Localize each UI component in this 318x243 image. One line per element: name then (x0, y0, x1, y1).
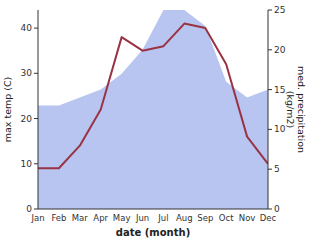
x-tick-label: Dec (260, 213, 277, 223)
y-tick (34, 118, 38, 119)
y2-tick (268, 49, 272, 50)
y-tick-label: 20 (21, 114, 33, 124)
x-tick-label: Nov (239, 213, 256, 223)
x-tick-label: May (113, 213, 131, 223)
y2-axis-label: med. precipitation(kg/m2) (285, 66, 307, 153)
y2-tick-label: 5 (274, 164, 280, 174)
y-axis-label: max temp (C) (2, 77, 13, 143)
x-tick-label: Oct (219, 213, 234, 223)
x-tick-label: Apr (93, 213, 108, 223)
y2-axis-label-line: (kg/m2) (285, 91, 296, 128)
x-axis-label: date (month) (116, 227, 190, 238)
y2-axis-line (268, 10, 269, 209)
x-tick-label: Sep (197, 213, 213, 223)
x-tick-label: Jan (30, 213, 44, 223)
y2-tick-label: 20 (274, 45, 286, 55)
y-axis-line (38, 10, 39, 209)
y-tick-label: 10 (21, 159, 33, 169)
x-axis-line (38, 209, 268, 210)
chart-svg: 0102030400510152025JanFebMarAprMayJunJul… (0, 0, 318, 243)
y-tick (34, 209, 38, 210)
precip-area (38, 10, 268, 209)
y-tick (34, 73, 38, 74)
x-tick-label: Feb (51, 213, 66, 223)
y2-tick-label: 10 (274, 124, 286, 134)
y-tick (34, 163, 38, 164)
x-tick-label: Jun (135, 213, 149, 223)
y-tick-label: 30 (21, 68, 33, 78)
y2-tick (268, 10, 272, 11)
y2-tick (268, 129, 272, 130)
x-tick-label: Mar (72, 213, 89, 223)
y2-tick (268, 169, 272, 170)
y2-tick-label: 15 (274, 85, 285, 95)
x-tick-label: Jul (157, 213, 168, 223)
y2-tick (268, 209, 272, 210)
y2-tick-label: 25 (274, 5, 285, 15)
plot-area (38, 10, 268, 209)
y2-tick (268, 89, 272, 90)
y2-axis-label-line: med. precipitation (296, 66, 307, 153)
chart-container: 0102030400510152025JanFebMarAprMayJunJul… (0, 0, 318, 243)
y-tick (34, 28, 38, 29)
y-tick-label: 40 (21, 23, 33, 33)
x-tick-label: Aug (176, 213, 193, 223)
temp-line (38, 24, 268, 169)
